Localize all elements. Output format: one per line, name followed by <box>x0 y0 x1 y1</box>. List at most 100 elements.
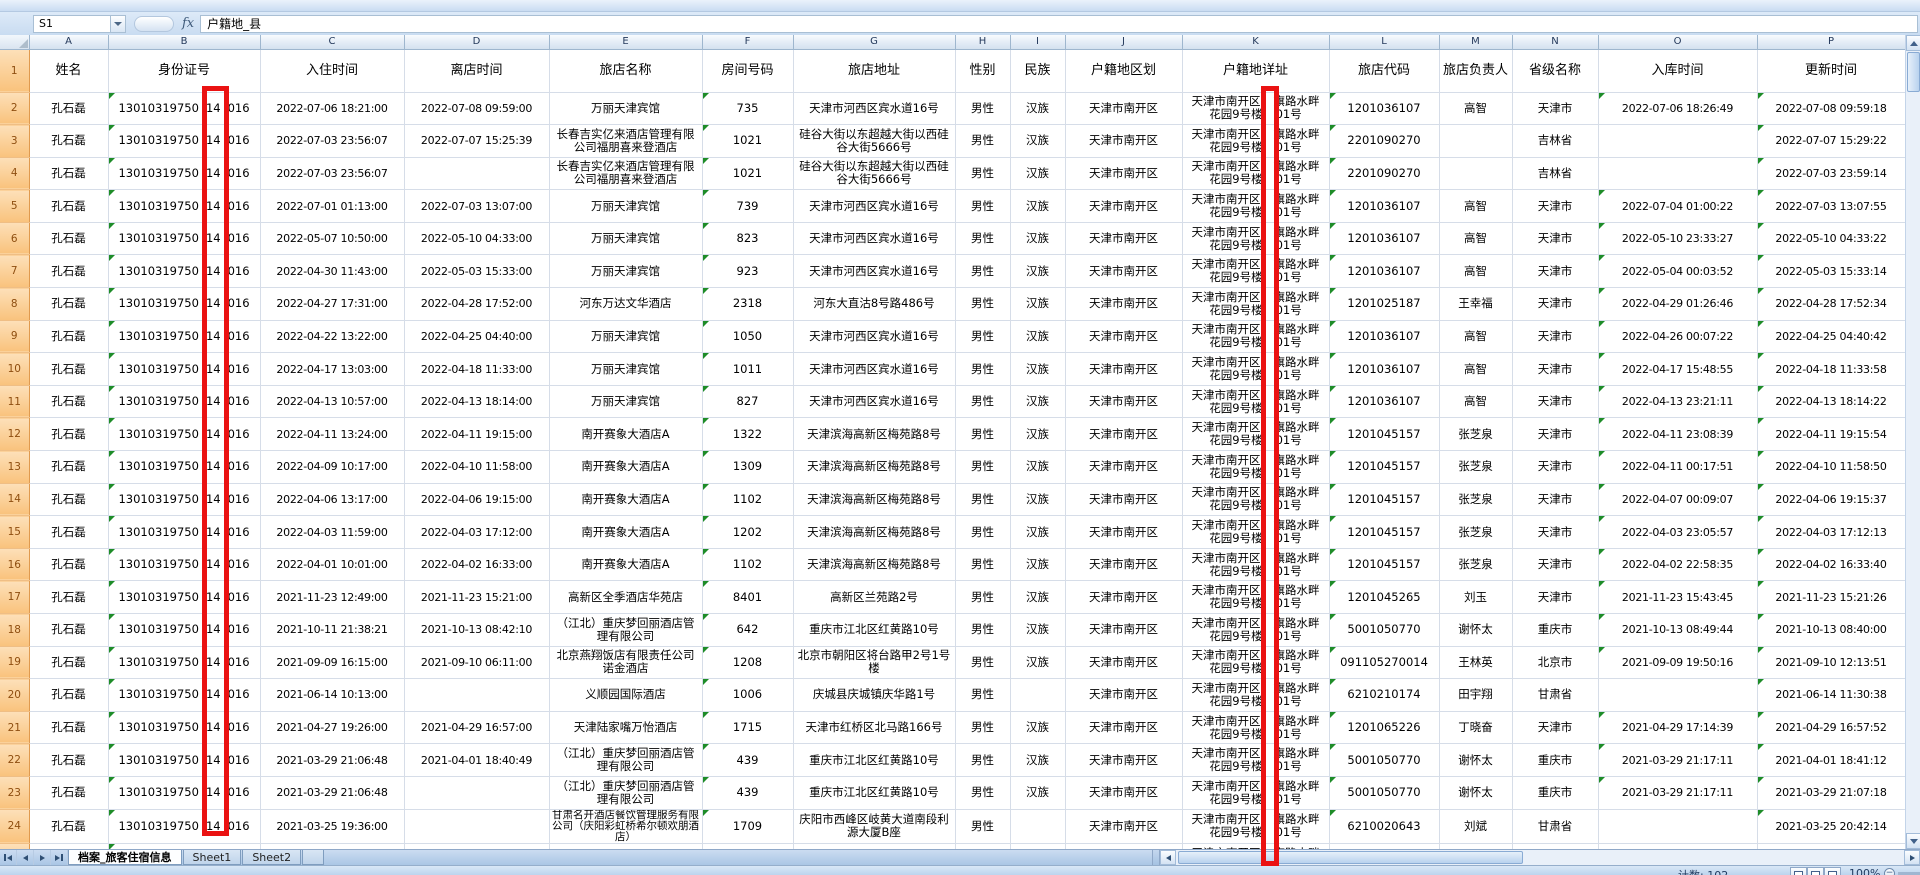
cell[interactable]: 天津市红桥区北马路166号 <box>793 711 956 745</box>
cell[interactable]: 2022-04-25 04:40:42 <box>1757 320 1905 354</box>
cell[interactable]: 2022-05-04 00:03:52 <box>1598 254 1758 289</box>
cell[interactable]: 2022-04-02 22:58:35 <box>1598 548 1758 582</box>
cell[interactable]: 923 <box>702 254 794 289</box>
cell[interactable]: 2022-04-11 13:24:00 <box>260 417 405 452</box>
cell[interactable]: 高智 <box>1439 254 1513 289</box>
cell[interactable]: 2021-11-23 15:43:45 <box>1598 580 1758 614</box>
cell[interactable]: 1050 <box>702 320 794 354</box>
cell[interactable]: 2022-04-10 11:58:00 <box>404 450 550 484</box>
cell[interactable]: 1201045157 <box>1329 417 1440 452</box>
cell[interactable]: 2022-04-02 16:33:40 <box>1757 548 1905 582</box>
cell[interactable]: 男性 <box>955 92 1011 126</box>
cell[interactable]: 庆城县庆城镇庆华路1号 <box>793 678 956 712</box>
cell[interactable]: 张芝泉 <box>1439 483 1513 517</box>
cell[interactable]: 1102 <box>702 483 794 517</box>
cell[interactable]: 2022-07-03 13:07:00 <box>404 189 550 223</box>
cell[interactable]: 2201090270 <box>1329 157 1440 191</box>
cell[interactable]: 2022-04-18 11:33:58 <box>1757 352 1905 386</box>
cell[interactable]: 2021-09-10 06:11:00 <box>404 646 550 680</box>
cell[interactable]: 万丽天津宾馆 <box>549 189 703 223</box>
field-header-cell[interactable]: 入库时间 <box>1598 49 1758 93</box>
cell[interactable]: 孔石磊 <box>29 124 109 158</box>
tab-scrollbar-splitter[interactable] <box>1152 850 1160 865</box>
cell[interactable]: 天津市 <box>1512 222 1599 256</box>
cell[interactable]: 天津市南开区 <box>1065 809 1183 844</box>
cell[interactable]: 2022-04-07 00:09:07 <box>1598 483 1758 517</box>
cell[interactable]: 2022-07-03 13:07:55 <box>1757 189 1905 223</box>
cell[interactable]: 2021-04-29 16:57:00 <box>404 711 550 745</box>
cell[interactable]: 天津市南开区 <box>1065 450 1183 484</box>
cell[interactable]: 1201045157 <box>1329 483 1440 517</box>
field-header-cell[interactable]: 性别 <box>955 49 1011 93</box>
cell[interactable]: 5001050770 <box>1329 776 1440 810</box>
row-header[interactable]: 14 <box>0 483 30 517</box>
cell[interactable]: 2022-05-10 04:33:00 <box>404 222 550 256</box>
cell[interactable]: 2022-05-10 23:33:27 <box>1598 222 1758 256</box>
row-header[interactable]: 12 <box>0 417 30 452</box>
cell[interactable]: 2021-04-27 19:26:00 <box>260 711 405 745</box>
row-header[interactable]: 13 <box>0 450 30 484</box>
cell[interactable]: 1006 <box>702 678 794 712</box>
cell[interactable]: 汉族 <box>1010 320 1066 354</box>
cell[interactable]: 天津市南开区 <box>1065 843 1183 849</box>
cell[interactable]: 河东万达文华酒店 <box>549 287 703 321</box>
column-header-K[interactable]: K <box>1182 35 1330 50</box>
cell[interactable] <box>1598 678 1758 712</box>
scroll-right-button[interactable] <box>1904 850 1920 865</box>
cell[interactable]: 王幸福 <box>1439 287 1513 321</box>
sheet-tab-sheet1[interactable]: Sheet1 <box>182 850 242 865</box>
cell[interactable]: 孔石磊 <box>29 189 109 223</box>
cell[interactable]: 2022-04-13 23:21:11 <box>1598 385 1758 419</box>
cell[interactable]: 2022-04-28 17:52:00 <box>404 287 550 321</box>
column-header-P[interactable]: P <box>1757 35 1905 50</box>
row-header[interactable]: 6 <box>0 222 30 256</box>
cell[interactable] <box>1439 157 1513 191</box>
cell[interactable]: 2022-04-06 13:17:00 <box>260 483 405 517</box>
cell[interactable]: 天津市 <box>1512 580 1599 614</box>
cell[interactable]: 吉林省 <box>1512 124 1599 158</box>
cell[interactable]: 2022-04-03 23:05:57 <box>1598 515 1758 549</box>
cell[interactable] <box>702 843 794 849</box>
name-box[interactable]: S1 <box>33 14 111 33</box>
cell[interactable]: 2021-04-01 18:41:12 <box>1757 743 1905 777</box>
cell[interactable]: 义顺园国际酒店 <box>549 678 703 712</box>
cell[interactable]: 1201036107 <box>1329 385 1440 419</box>
cell[interactable]: 天津市 <box>1512 352 1599 386</box>
scroll-down-button[interactable] <box>1906 833 1920 849</box>
cell[interactable]: （江北）重庆梦回丽酒店管理有限公司 <box>549 613 703 647</box>
row-header[interactable]: 11 <box>0 385 30 419</box>
cell[interactable]: 2022-04-26 00:07:22 <box>1598 320 1758 354</box>
cell[interactable]: 2022-05-03 15:33:14 <box>1757 254 1905 289</box>
page-layout-view-button[interactable] <box>1807 867 1824 875</box>
field-header-cell[interactable]: 旅店代码 <box>1329 49 1440 93</box>
cell[interactable]: 2021-06-14 11:30:38 <box>1757 678 1905 712</box>
cell[interactable]: 2021-10-11 21:38:21 <box>260 613 405 647</box>
cell[interactable]: 天津市南开区 <box>1065 254 1183 289</box>
cell[interactable]: 天津市 <box>1512 320 1599 354</box>
cell[interactable]: 2021-09-09 16:15:00 <box>260 646 405 680</box>
cell[interactable]: 天津市南开区 <box>1065 92 1183 126</box>
cell[interactable]: 2021-11-23 15:21:00 <box>404 580 550 614</box>
cell[interactable]: 2022-04-11 19:15:54 <box>1757 417 1905 452</box>
cell[interactable]: 汉族 <box>1010 157 1066 191</box>
cell[interactable]: 汉族 <box>1010 385 1066 419</box>
cell[interactable]: 吉林省 <box>1512 157 1599 191</box>
cell[interactable]: 天津市南开区 <box>1065 711 1183 745</box>
cell[interactable]: 827 <box>702 385 794 419</box>
cell[interactable]: 2022-07-03 23:59:14 <box>1757 157 1905 191</box>
next-sheet-button[interactable] <box>34 850 51 865</box>
cell[interactable]: 高新区全季酒店华苑店 <box>549 580 703 614</box>
cell[interactable]: 2022-04-29 01:26:46 <box>1598 287 1758 321</box>
cell[interactable]: 北京市朝阳区将台路甲2号1号楼 <box>793 646 956 680</box>
cell[interactable]: 2022-07-08 09:59:00 <box>404 92 550 126</box>
cell[interactable]: 2022-04-28 17:52:34 <box>1757 287 1905 321</box>
